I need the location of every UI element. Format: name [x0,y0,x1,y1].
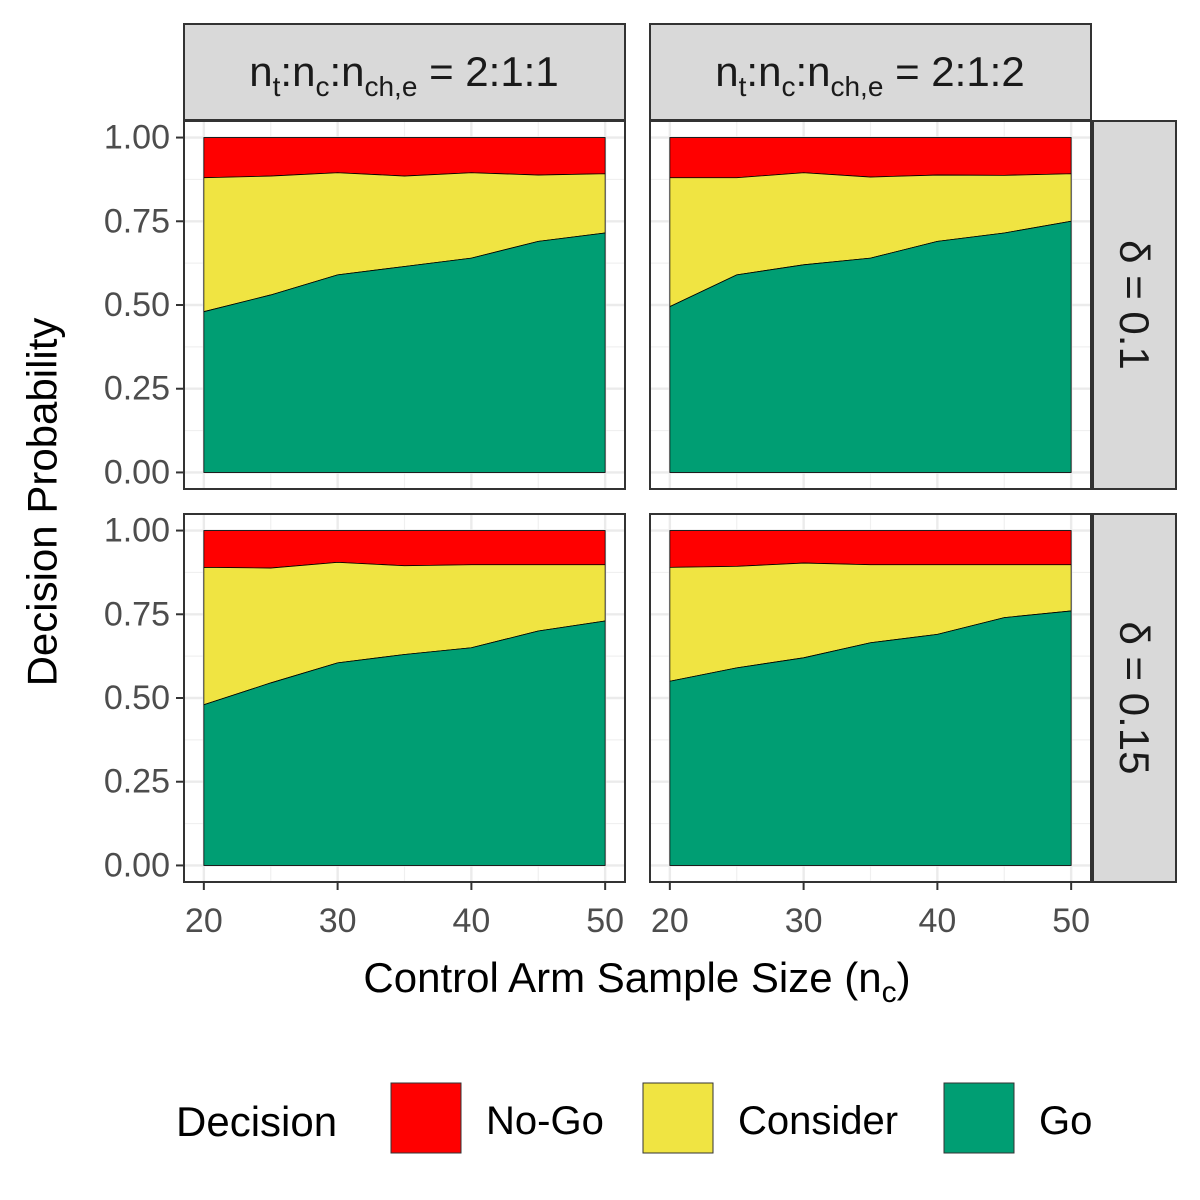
panel-r2-c2-x-tick-label: 30 [785,902,823,940]
panel-r2-c2-go-area [669,610,1072,866]
legend-label-go: Go [1039,1099,1092,1143]
panel-r2-c1-y-tick-label: 0.25 [104,763,170,801]
col-strip-2: nt:nc:nch,e = 2:1:2 [649,23,1092,121]
panel-r2-c1-x-tick-label: 20 [185,902,223,940]
panel-r1-c1-y-tick-label: 0.50 [104,286,170,324]
panel-r1-c1-y-tick-label: 0.25 [104,370,170,408]
panel-r2-c2: 20 30 40 50 [649,513,1092,940]
legend-key-no-go [390,1082,462,1154]
panel-r1-c1: 0.00 0.25 0.50 0.75 1.00 [104,119,626,491]
panel-r2-c1-y-tick-label: 1.00 [104,512,170,550]
legend-key-consider [642,1082,714,1154]
panel-r2-c1-go-area [203,620,606,866]
panel-r2-c2-border [649,513,1092,883]
panel-r2-c1: 0.00 0.25 0.50 0.75 1.00 20 30 40 50 [104,512,626,940]
x-axis-title: Control Arm Sample Size (nc) [363,954,910,1009]
panel-r2-c1-y-tick-label: 0.00 [104,846,170,884]
panel-r2-c1-no-go-area [203,530,606,569]
legend-label-consider: Consider [738,1099,898,1143]
legend-label-no-go: No-Go [486,1099,604,1143]
panel-r1-c1-y-tick-label: 0.75 [104,202,170,240]
panel-r1-c1-y-tick-label: 0.00 [104,453,170,491]
panel-r2-c2-x-tick-label: 40 [918,902,956,940]
panel-r1-c2-go-area [669,220,1072,473]
row-strip-1: δ = 0.1 [1092,120,1177,490]
panel-r1-c1-no-go-area [203,137,606,179]
panel-r2-c1-y-tick-label: 0.50 [104,679,170,717]
panel-r1-c2 [649,120,1092,490]
panel-r2-c1-x-tick-label: 50 [586,902,624,940]
col-strip-1-label: nt:nc:nch,e = 2:1:1 [249,48,558,102]
panel-r2-c1-y-tick-label: 0.75 [104,595,170,633]
legend-title: Decision [176,1098,337,1145]
row-strip-2-label: δ = 0.15 [1111,622,1158,775]
panel-r2-c2-x-tick-label: 50 [1052,902,1090,940]
panel-r1-c2-no-go-area [669,137,1072,179]
col-strip-1: nt:nc:nch,e = 2:1:1 [183,23,626,121]
panel-r2-c2-no-go-area [669,530,1072,568]
legend: Decision No-Go Consider Go [176,1082,1092,1154]
panel-r1-c1-y-tick-label: 1.00 [104,119,170,157]
panel-r2-c2-x-tick-label: 20 [651,902,689,940]
col-strip-2-label: nt:nc:nch,e = 2:1:2 [715,48,1024,102]
row-strip-1-label: δ = 0.1 [1111,240,1158,370]
panel-r2-c1-x-tick-label: 40 [452,902,490,940]
facet-panels: 0.00 0.25 0.50 0.75 1.00 0.00 0.25 0.50 0.75 1.00… [104,119,1092,940]
row-strip-2: δ = 0.15 [1092,513,1177,883]
panel-r1-c1-go-area [203,232,606,473]
panel-r2-c1-x-tick-label: 30 [319,902,357,940]
y-axis-title: Decision Probability [19,318,66,687]
legend-key-go [943,1082,1015,1154]
